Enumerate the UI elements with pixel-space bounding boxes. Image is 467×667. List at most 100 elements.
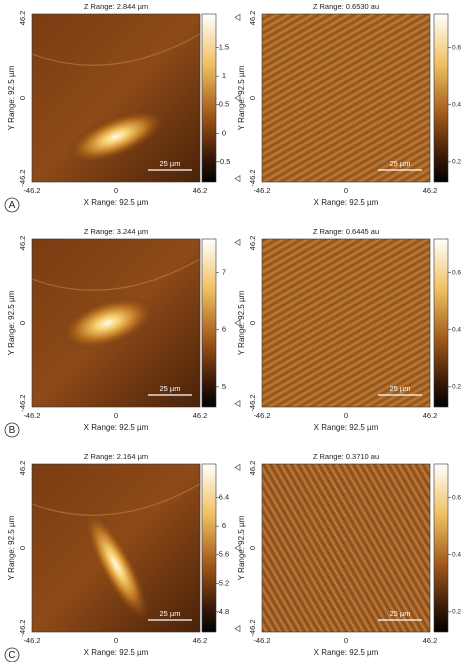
afm-panel: Z Range: 3.244 µm 25 µm 46.2 0 -46.2 Y Range:… [7, 227, 241, 432]
colorbar-marker [234, 400, 241, 408]
x-tick-label: 0 [344, 411, 348, 420]
colorbar [201, 238, 217, 408]
colorbar-tick-label: -0.5 [218, 157, 231, 166]
y-tick-label: -46.2 [18, 619, 27, 636]
colorbar-marker [234, 625, 241, 633]
colorbar-tick-label: 1 [222, 71, 226, 80]
y-axis-label: Y Range: 92.5 µm [7, 65, 16, 130]
colorbar-tick-label: 0.4 [452, 551, 461, 558]
fiber [31, 483, 201, 516]
x-tick-label: 0 [344, 636, 348, 645]
y-axis-label: Y Range: 92.5 µm [7, 515, 16, 580]
colorbar-tick-label: 4.8 [219, 607, 229, 616]
y-tick-label: 46.2 [248, 236, 257, 251]
y-tick-label: 0 [248, 321, 257, 325]
colorbar-tick-label: 6.4 [219, 493, 229, 502]
row: Z Range: 2.844 µm 25 µm 46.2 0 -46.2 Y Range:… [4, 2, 461, 213]
y-tick-label: -46.2 [18, 169, 27, 186]
scale-bar-label: 25 µm [160, 159, 181, 168]
colorbar-marker [234, 238, 241, 246]
x-tick-label: 0 [114, 636, 118, 645]
cell-highlight [82, 507, 150, 622]
y-tick-label: 46.2 [18, 236, 27, 251]
colorbar [433, 463, 449, 633]
image-frame [261, 238, 431, 408]
scale-bar-label: 25 µm [390, 384, 411, 393]
afm-panel: Z Range: 2.164 µm 25 µm 46.2 0 -46.2 Y Range:… [7, 452, 241, 657]
z-range: Z Range: 2.844 µm [84, 2, 148, 11]
x-tick-label: 0 [344, 186, 348, 195]
x-tick-label: 0 [114, 186, 118, 195]
colorbar-marker [234, 13, 241, 21]
colorbar [433, 238, 449, 408]
x-tick-label: 46.2 [423, 636, 438, 645]
x-tick-label: 46.2 [193, 186, 208, 195]
z-range: Z Range: 3.244 µm [84, 227, 148, 236]
colorbar-tick-label: 0.6 [452, 44, 461, 51]
y-tick-label: 46.2 [18, 461, 27, 476]
colorbar-marker [234, 94, 241, 102]
x-tick-label: 46.2 [193, 636, 208, 645]
afm-panel: Z Range: 0.3710 au 25 µm 46.2 0 -46.2 Y Range… [237, 452, 461, 657]
scale-bar-label: 25 µm [160, 384, 181, 393]
image-frame [261, 463, 431, 633]
y-axis-label: Y Range: 92.5 µm [7, 290, 16, 355]
z-range: Z Range: 0.6530 au [313, 2, 379, 11]
panel-label: A [9, 200, 16, 211]
amplitude-image [262, 239, 430, 407]
y-tick-label: 0 [248, 96, 257, 100]
x-axis-label: X Range: 92.5 µm [314, 648, 379, 657]
colorbar-tick-label: 6 [222, 325, 226, 334]
y-axis-label: Y Range: 92.5 µm [237, 515, 246, 580]
y-tick-label: 46.2 [18, 11, 27, 26]
image-frame [261, 13, 431, 183]
y-axis-label: Y Range: 92.5 µm [237, 290, 246, 355]
colorbar-tick-label: 0 [222, 128, 226, 137]
y-tick-label: 0 [248, 546, 257, 550]
y-tick-label: 0 [18, 96, 27, 100]
panel-label: B [9, 425, 16, 436]
x-tick-label: 46.2 [423, 411, 438, 420]
image-frame [31, 463, 201, 633]
panel-badge [4, 422, 20, 438]
colorbar-tick-label: 0.2 [452, 384, 461, 391]
colorbar-tick-label: 0.6 [452, 269, 461, 276]
y-axis-label: Y Range: 92.5 µm [237, 65, 246, 130]
image-frame [31, 13, 201, 183]
cell-highlight [59, 295, 157, 351]
fiber [31, 33, 201, 66]
colorbar [201, 463, 217, 633]
panel-label: C [8, 650, 15, 661]
y-tick-label: 46.2 [248, 11, 257, 26]
x-tick-label: -46.2 [253, 636, 270, 645]
afm-panel: Z Range: 0.6530 au 25 µm 46.2 0 -46.2 Y Range… [237, 2, 461, 207]
colorbar-marker [234, 319, 241, 327]
colorbar-tick-label: 0.6 [452, 494, 461, 501]
panel-badge [4, 197, 20, 213]
y-tick-label: 46.2 [248, 461, 257, 476]
amplitude-image [262, 14, 430, 182]
scale-bar-label: 25 µm [390, 159, 411, 168]
y-tick-label: 0 [18, 546, 27, 550]
scale-bar-label: 25 µm [390, 609, 411, 618]
y-tick-label: -46.2 [18, 394, 27, 411]
row: Z Range: 2.164 µm 25 µm 46.2 0 -46.2 Y Range:… [4, 452, 461, 663]
colorbar-tick-label: 0.5 [219, 100, 229, 109]
x-axis-label: X Range: 92.5 µm [314, 198, 379, 207]
x-axis-label: X Range: 92.5 µm [84, 198, 149, 207]
z-range: Z Range: 2.164 µm [84, 452, 148, 461]
y-tick-label: -46.2 [248, 619, 257, 636]
y-tick-label: 0 [18, 321, 27, 325]
fiber [31, 258, 201, 291]
y-tick-label: -46.2 [248, 169, 257, 186]
colorbar [433, 13, 449, 183]
x-tick-label: -46.2 [23, 636, 40, 645]
colorbar-marker [234, 175, 241, 183]
colorbar-marker [234, 463, 241, 471]
afm-panel: Z Range: 2.844 µm 25 µm 46.2 0 -46.2 Y Range:… [7, 2, 241, 207]
amplitude-shade [262, 464, 430, 632]
amplitude-shade [262, 14, 430, 182]
colorbar-tick-label: 7 [222, 268, 226, 277]
colorbar-tick-label: 0.2 [452, 159, 461, 166]
x-tick-label: -46.2 [23, 186, 40, 195]
